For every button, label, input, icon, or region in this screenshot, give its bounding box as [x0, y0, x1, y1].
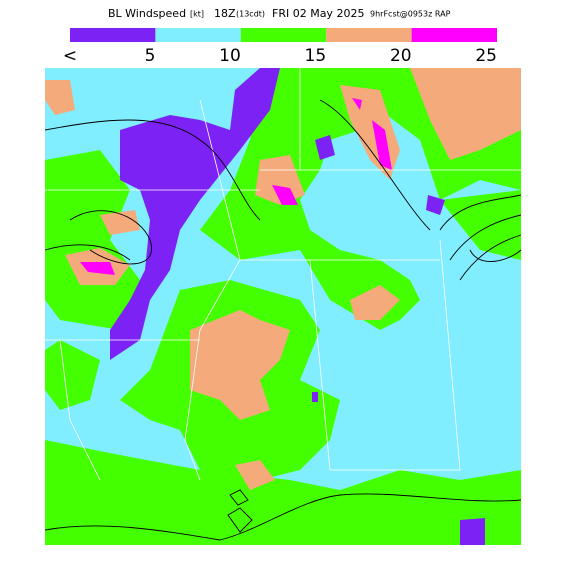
legend-label: 25	[475, 46, 497, 66]
map	[44, 68, 522, 545]
legend-label: <	[63, 46, 77, 66]
title: BL Windspeed	[108, 7, 186, 20]
run-info: 9hrFcst@0953z RAP	[370, 10, 451, 19]
legend-swatch	[411, 28, 497, 42]
legend-label: 5	[145, 46, 156, 66]
legend-label: 10	[219, 46, 241, 66]
legend-label: 15	[305, 46, 327, 66]
legend: <5 10 15 20 25	[63, 28, 497, 66]
local-time: (13cdt)	[236, 10, 265, 19]
legend-swatch	[155, 28, 241, 42]
valid-time: 18Z	[214, 7, 236, 20]
legend-swatch	[70, 28, 156, 42]
units: [kt]	[190, 10, 204, 19]
legend-swatch	[240, 28, 327, 42]
date: FRI 02 May 2025	[272, 7, 364, 20]
legend-label: 20	[390, 46, 412, 66]
legend-swatch	[326, 28, 412, 42]
